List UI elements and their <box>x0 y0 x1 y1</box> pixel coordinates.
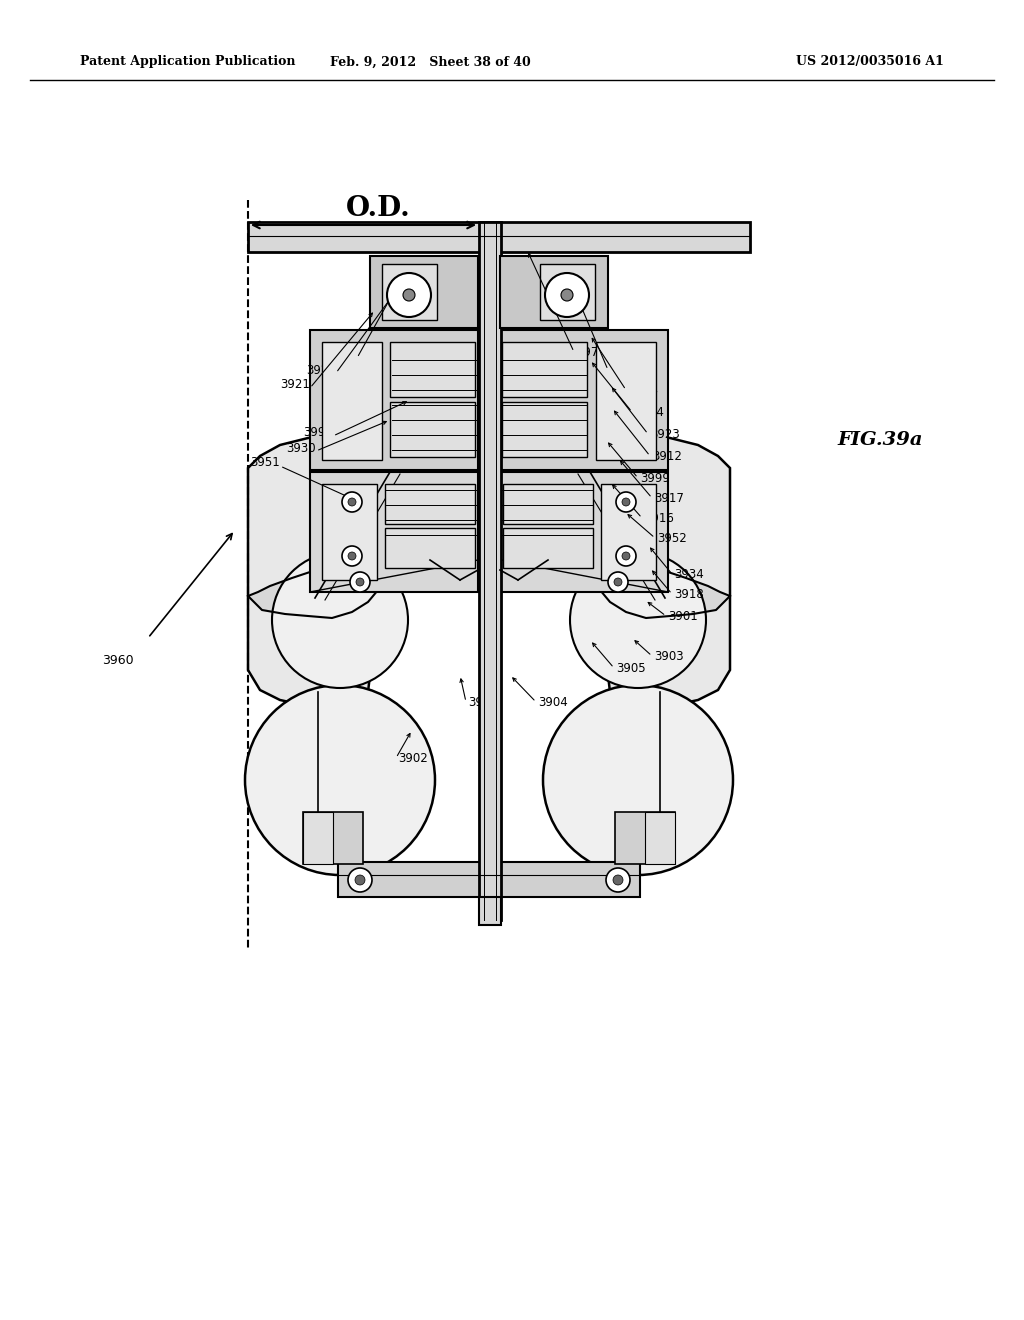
Text: US 2012/0035016 A1: US 2012/0035016 A1 <box>796 55 944 69</box>
Bar <box>500 473 668 591</box>
Text: 3918: 3918 <box>674 587 703 601</box>
Circle shape <box>348 498 356 506</box>
Bar <box>303 812 333 865</box>
Text: 3905: 3905 <box>616 661 645 675</box>
Circle shape <box>272 552 408 688</box>
Bar <box>390 403 475 457</box>
Bar <box>596 342 656 459</box>
Bar <box>500 330 668 470</box>
Text: 3913: 3913 <box>468 696 498 709</box>
Bar <box>338 862 640 898</box>
Text: 3998: 3998 <box>303 426 333 440</box>
Circle shape <box>622 552 630 560</box>
Text: 3912: 3912 <box>652 450 682 462</box>
Polygon shape <box>598 436 730 710</box>
Circle shape <box>561 289 573 301</box>
Text: 3960: 3960 <box>102 653 134 667</box>
Text: 3934: 3934 <box>674 568 703 581</box>
Bar <box>503 484 593 524</box>
Text: FIG.39a: FIG.39a <box>838 432 923 449</box>
Bar <box>502 342 587 397</box>
Text: 3924: 3924 <box>628 384 657 396</box>
Text: 3914: 3914 <box>634 405 664 418</box>
Bar <box>322 484 377 579</box>
Circle shape <box>387 273 431 317</box>
Bar <box>479 222 501 920</box>
Circle shape <box>350 572 370 591</box>
Text: 3923: 3923 <box>306 363 336 376</box>
Text: 3935: 3935 <box>328 348 357 362</box>
Bar <box>310 330 478 470</box>
Circle shape <box>606 869 630 892</box>
Bar <box>615 812 675 865</box>
Bar <box>479 898 501 925</box>
Circle shape <box>245 685 435 875</box>
Text: 3930: 3930 <box>287 441 316 454</box>
Text: 3923: 3923 <box>610 363 640 376</box>
Bar <box>645 812 675 865</box>
Bar <box>601 484 656 579</box>
Circle shape <box>356 578 364 586</box>
Circle shape <box>545 273 589 317</box>
Bar <box>310 473 478 591</box>
Text: 3952: 3952 <box>657 532 687 544</box>
Text: 3903: 3903 <box>654 649 684 663</box>
Bar <box>385 484 475 524</box>
Circle shape <box>342 492 362 512</box>
Text: 3923: 3923 <box>650 428 680 441</box>
Bar <box>382 264 437 319</box>
Circle shape <box>608 572 628 591</box>
Circle shape <box>543 685 733 875</box>
Bar <box>385 528 475 568</box>
Circle shape <box>613 875 623 884</box>
Bar <box>303 812 362 865</box>
Circle shape <box>616 546 636 566</box>
Circle shape <box>342 546 362 566</box>
Text: 3904: 3904 <box>538 696 567 709</box>
Bar <box>390 342 475 397</box>
Text: 3999: 3999 <box>640 471 670 484</box>
Bar <box>500 256 608 327</box>
Bar <box>503 528 593 568</box>
Circle shape <box>616 492 636 512</box>
Text: 3921: 3921 <box>281 379 310 392</box>
Bar <box>502 403 587 457</box>
Text: 3917: 3917 <box>654 491 684 504</box>
Circle shape <box>348 552 356 560</box>
Text: 3901: 3901 <box>668 610 697 623</box>
Bar <box>322 342 382 459</box>
Text: 3916: 3916 <box>644 511 674 524</box>
Text: 3971: 3971 <box>575 346 606 359</box>
Polygon shape <box>248 436 380 710</box>
Text: O.D.: O.D. <box>346 194 411 222</box>
Polygon shape <box>248 552 382 618</box>
Bar <box>540 264 595 319</box>
Text: 3902: 3902 <box>398 751 428 764</box>
Circle shape <box>614 578 622 586</box>
Circle shape <box>570 552 706 688</box>
Polygon shape <box>596 552 730 618</box>
Circle shape <box>348 869 372 892</box>
Circle shape <box>403 289 415 301</box>
Bar <box>370 256 478 327</box>
Bar <box>248 222 750 252</box>
Circle shape <box>355 875 365 884</box>
Text: 3951: 3951 <box>250 457 280 470</box>
Text: Patent Application Publication: Patent Application Publication <box>80 55 296 69</box>
Text: Feb. 9, 2012   Sheet 38 of 40: Feb. 9, 2012 Sheet 38 of 40 <box>330 55 530 69</box>
Circle shape <box>622 498 630 506</box>
